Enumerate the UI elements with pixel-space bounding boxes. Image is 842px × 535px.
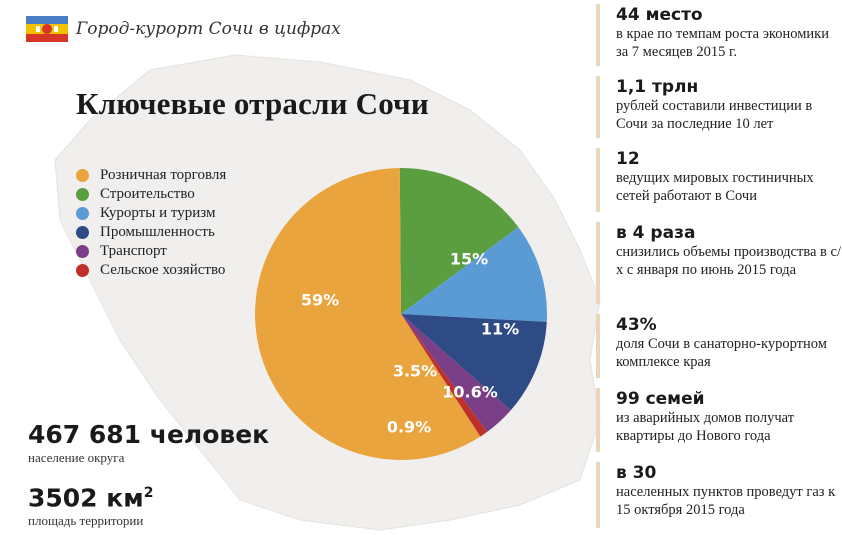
legend-label: Строительство	[100, 186, 195, 202]
legend-label: Транспорт	[100, 243, 167, 259]
area-stat: 3502 км2 площадь территории	[28, 478, 153, 528]
area-value-row: 3502 км2	[28, 478, 153, 513]
fact-headline: в 4 раза	[616, 223, 696, 243]
fact-text: ведущих мировых гостиничных сетей работа…	[616, 170, 814, 204]
area-value: 3502 км	[28, 483, 144, 513]
fact-headline: 99 семей	[616, 389, 705, 409]
fact-headline: 44 место	[616, 5, 703, 25]
header-title: Город-курорт Сочи в цифрах	[76, 19, 341, 39]
legend-item: Курорты и туризм	[76, 204, 226, 223]
legend-color-dot	[76, 226, 89, 239]
fact-item: 44 место в крае по темпам роста экономик…	[596, 4, 842, 66]
fact-text: в крае по темпам роста экономики за 7 ме…	[616, 26, 829, 60]
legend-item: Промышленность	[76, 223, 226, 242]
fact-item: 43% доля Сочи в санаторно-курортном комп…	[596, 314, 842, 378]
population-value: 467 681 человек	[28, 420, 270, 449]
legend-label: Сельское хозяйство	[100, 262, 226, 278]
fact-item: 12 ведущих мировых гостиничных сетей раб…	[596, 148, 842, 212]
legend-color-dot	[76, 245, 89, 258]
fact-item: в 30 населенных пунктов проведут газ к 1…	[596, 462, 842, 528]
legend-label: Промышленность	[100, 224, 215, 240]
fact-item: в 4 раза снизились объемы производства в…	[596, 222, 842, 304]
area-label: площадь территории	[28, 513, 144, 529]
legend-item: Транспорт	[76, 242, 226, 261]
fact-text: доля Сочи в санаторно-курортном комплекс…	[616, 336, 827, 370]
chart-title: Ключевые отрасли Сочи	[76, 86, 429, 121]
fact-text: из аварийных домов получат квартиры до Н…	[616, 410, 795, 444]
area-unit-superscript: 2	[143, 485, 154, 501]
legend-item: Строительство	[76, 185, 226, 204]
fact-headline: 43%	[616, 315, 657, 335]
fact-text: рублей составили инвестиции в Сочи за по…	[616, 98, 813, 132]
legend-item: Сельское хозяйство	[76, 261, 226, 280]
header: Город-курорт Сочи в цифрах	[26, 16, 341, 42]
legend-color-dot	[76, 188, 89, 201]
pie-slice	[254, 168, 481, 461]
legend-item: Розничная торговля	[76, 166, 226, 185]
slice-data-label: 3.5%	[393, 362, 437, 381]
legend-label: Курорты и туризм	[100, 205, 216, 221]
sochi-flag-icon	[26, 16, 68, 42]
pie-slice	[401, 314, 511, 432]
population-stat: 467 681 человек население округа	[28, 420, 269, 465]
fact-headline: 12	[616, 149, 640, 169]
population-label: население округа	[28, 450, 125, 465]
pie-slice	[399, 168, 519, 314]
slice-data-label: 0.9%	[387, 418, 431, 437]
slice-data-label: 10.6%	[442, 383, 498, 402]
slice-data-label: 11%	[481, 320, 519, 339]
legend-color-dot	[76, 207, 89, 220]
legend-label: Розничная торговля	[100, 167, 227, 183]
slice-data-label: 15%	[450, 250, 488, 269]
slice-data-label: 59%	[301, 291, 339, 310]
pie-slice	[401, 314, 547, 411]
fact-text: снизились объемы производства в с/х с ян…	[616, 244, 841, 278]
pie-slice	[401, 227, 547, 322]
pie-slice	[401, 314, 488, 437]
fact-text: населенных пунктов проведут газ к 15 окт…	[616, 484, 836, 518]
chart-legend: Розничная торговля Строительство Курорты…	[76, 166, 226, 280]
fact-item: 1,1 трлн рублей составили инвестиции в С…	[596, 76, 842, 138]
fact-headline: в 30	[616, 463, 657, 483]
fact-headline: 1,1 трлн	[616, 77, 699, 97]
fact-item: 99 семей из аварийных домов получат квар…	[596, 388, 842, 452]
legend-color-dot	[76, 169, 89, 182]
legend-color-dot	[76, 264, 89, 277]
